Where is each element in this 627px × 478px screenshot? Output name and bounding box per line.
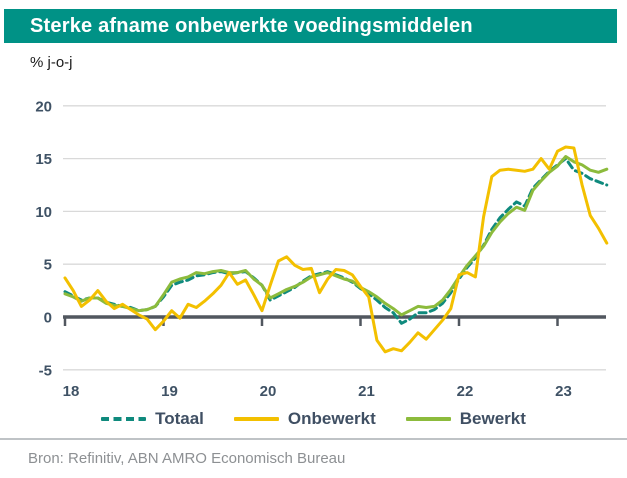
- series-line-totaal: [63, 157, 609, 325]
- x-tick-label: 21: [358, 383, 375, 400]
- y-tick-label: 20: [35, 98, 52, 115]
- legend-item-onbewerkt: Onbewerkt: [233, 409, 376, 429]
- y-axis-unit-label: % j-o-j: [30, 54, 73, 71]
- y-tick-label: 15: [35, 151, 52, 168]
- chart-legend: Totaal Onbewerkt Bewerkt: [0, 404, 627, 434]
- page-title: Sterke afname onbewerkte voedingsmiddele…: [30, 14, 473, 37]
- x-tick-label: 19: [161, 383, 178, 400]
- y-tick-label: 10: [35, 204, 52, 221]
- legend-label-totaal: Totaal: [155, 409, 204, 428]
- series-line-bewerkt: [63, 155, 609, 317]
- x-tick-label: 22: [457, 383, 474, 400]
- series-line-onbewerkt: [63, 145, 609, 354]
- y-tick-label: 5: [44, 257, 52, 274]
- bewerkt-line-swatch: [405, 417, 451, 421]
- title-bar: Sterke afname onbewerkte voedingsmiddele…: [4, 9, 617, 43]
- legend-item-bewerkt: Bewerkt: [405, 409, 526, 429]
- source-note: Bron: Refinitiv, ABN AMRO Economisch Bur…: [28, 450, 346, 467]
- onbewerkt-line-swatch: [233, 417, 279, 421]
- legend-label-bewerkt: Bewerkt: [459, 409, 526, 428]
- totaal-line-swatch: [101, 417, 147, 421]
- legend-label-onbewerkt: Onbewerkt: [287, 409, 376, 428]
- y-tick-label: -5: [39, 362, 52, 379]
- x-tick-label: 18: [63, 383, 80, 400]
- x-tick-label: 20: [260, 383, 277, 400]
- legend-item-totaal: Totaal: [101, 409, 204, 429]
- footer-divider: [0, 438, 627, 440]
- x-tick-label: 23: [555, 383, 572, 400]
- y-tick-label: 0: [44, 310, 52, 327]
